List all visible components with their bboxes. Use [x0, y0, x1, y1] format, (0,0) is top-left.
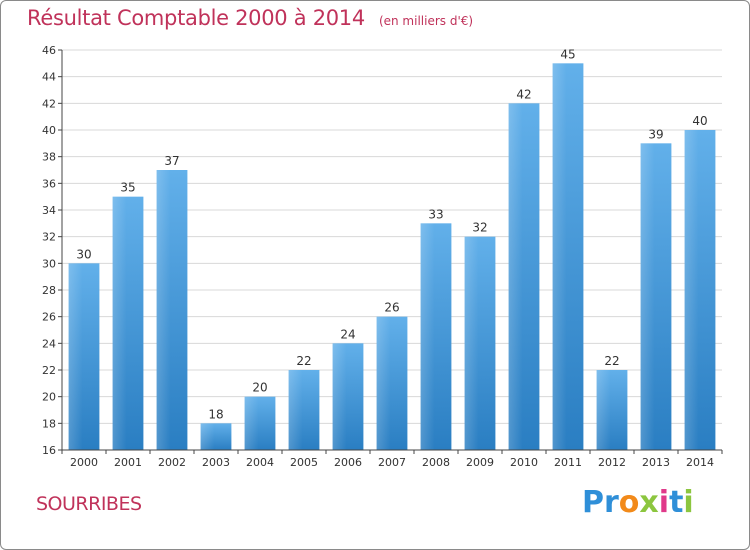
x-tick-label: 2001	[114, 456, 142, 469]
x-tick-label: 2009	[466, 456, 494, 469]
x-tick-label: 2013	[642, 456, 670, 469]
y-tick-label: 20	[42, 391, 56, 404]
town-name: SOURRIBES	[36, 493, 142, 515]
bars-layer: 30 35 37 18 20 22 24 26 33 32 42 45 22 39 40	[68, 47, 716, 451]
bar-highlight	[156, 170, 171, 450]
data-label: 35	[120, 181, 135, 195]
chart-title: Résultat Comptable 2000 à 2014	[27, 6, 365, 30]
x-tick-label: 2012	[598, 456, 626, 469]
data-label: 18	[208, 407, 223, 421]
x-tick-label: 2007	[378, 456, 406, 469]
y-tick-label: 18	[42, 417, 56, 430]
x-tick-label: 2014	[686, 456, 714, 469]
y-tick-label: 28	[42, 284, 56, 297]
x-tick-label: 2004	[246, 456, 274, 469]
y-tick-label: 24	[42, 337, 56, 350]
bar-highlight	[288, 370, 303, 450]
brand-letter: o	[618, 485, 640, 520]
data-label: 22	[296, 354, 311, 368]
y-tick-label: 36	[42, 177, 56, 190]
data-label: 39	[648, 127, 663, 141]
bar-highlight	[508, 103, 523, 450]
bar-highlight	[684, 130, 699, 450]
y-tick-label: 40	[42, 124, 56, 137]
data-label: 42	[516, 87, 531, 101]
x-tick-label: 2006	[334, 456, 362, 469]
data-label: 30	[76, 247, 91, 261]
data-label: 45	[560, 47, 575, 61]
data-label: 22	[604, 354, 619, 368]
y-tick-label: 34	[42, 204, 56, 217]
bar-highlight	[464, 236, 479, 450]
data-label: 33	[428, 207, 443, 221]
x-tick-label: 2011	[554, 456, 582, 469]
y-tick-label: 16	[42, 444, 56, 457]
data-label: 32	[472, 221, 487, 235]
brand-letter: r	[604, 485, 619, 520]
bar-highlight	[640, 143, 655, 451]
data-label: 20	[252, 381, 267, 395]
x-tick-label: 2002	[158, 456, 186, 469]
x-tick-label: 2005	[290, 456, 318, 469]
bar-highlight	[200, 423, 215, 450]
data-label: 40	[692, 114, 707, 128]
brand-letter: x	[639, 485, 659, 520]
data-label: 37	[164, 154, 179, 168]
y-tick-label: 26	[42, 311, 56, 324]
y-tick-label: 44	[42, 71, 56, 84]
bar-highlight	[552, 63, 567, 450]
brand-letter: P	[582, 485, 604, 520]
bar-highlight	[332, 343, 347, 450]
axes-layer: 16 18 20 22 24 26 28 30 32 34 36 38 40 42 44 46 2000 2001…	[42, 44, 723, 469]
x-tick-label: 2003	[202, 456, 230, 469]
data-label: 26	[384, 301, 399, 315]
x-tick-label: 2000	[70, 456, 98, 469]
y-tick-label: 38	[42, 151, 56, 164]
x-tick-label: 2010	[510, 456, 538, 469]
x-tick-label: 2008	[422, 456, 450, 469]
data-label: 24	[340, 327, 355, 341]
bar-highlight	[244, 396, 259, 450]
bar-highlight	[420, 223, 435, 450]
bar-highlight	[68, 263, 83, 450]
chart-unit: (en milliers d'€)	[378, 14, 474, 28]
y-tick-label: 46	[42, 44, 56, 57]
y-tick-label: 42	[42, 97, 56, 110]
y-tick-label: 32	[42, 231, 56, 244]
y-tick-label: 22	[42, 364, 56, 377]
brand-letter: i	[658, 485, 670, 520]
y-tick-label: 30	[42, 257, 56, 270]
bar-highlight	[596, 370, 611, 450]
brand-letter: i	[683, 485, 694, 520]
bar-highlight	[112, 196, 127, 450]
title-row: Résultat Comptable 2000 à 2014 (en milli…	[27, 6, 473, 36]
brand-letter: t	[669, 485, 684, 520]
bar-highlight	[376, 316, 391, 450]
